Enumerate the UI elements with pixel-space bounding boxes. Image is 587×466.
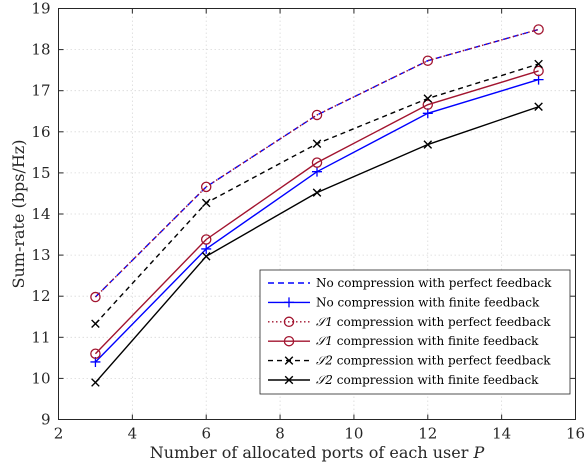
legend-label-text: No compression with perfect feedback: [316, 276, 552, 290]
data-point: [533, 24, 544, 35]
x-tick-label: 14: [492, 425, 511, 443]
legend-label-prefix: 𝒮1: [316, 315, 333, 329]
series-3: [90, 65, 544, 359]
data-point: [312, 166, 322, 177]
data-point: [90, 348, 101, 359]
x-tick-label: 6: [201, 425, 211, 443]
legend-swatch-marker: [283, 316, 295, 328]
legend-label-prefix: 𝒮1: [316, 334, 333, 348]
x-tick-label: 10: [344, 425, 363, 443]
legend-item: 𝒮2 compression with finite feedback: [268, 373, 539, 387]
y-tick-label: 12: [31, 287, 50, 305]
data-point: [312, 139, 322, 149]
data-point: [533, 65, 544, 77]
y-tick-label: 15: [31, 164, 50, 182]
legend: No compression with perfect feedback No c…: [259, 269, 571, 395]
data-point: [201, 198, 211, 208]
x-tick-label: 2: [54, 425, 64, 443]
legend-label: 𝒮1 compression with perfect feedback: [316, 315, 551, 329]
data-point: [311, 157, 323, 168]
series-4: [91, 59, 543, 329]
data-point: [422, 99, 434, 110]
data-point: [422, 108, 433, 119]
legend-label: 𝒮2 compression with finite feedback: [316, 373, 539, 387]
x-axis-title: Number of allocated ports of each user P: [150, 443, 485, 462]
legend-label: No compression with perfect feedback: [316, 276, 552, 290]
y-tick-label: 11: [31, 328, 50, 346]
data-point: [533, 74, 544, 85]
data-point: [423, 94, 433, 103]
data-point: [423, 140, 433, 149]
legend-label-text: compression with perfect feedback: [333, 354, 551, 368]
legend-item: 𝒮2 compression with perfect feedback: [268, 354, 551, 368]
series-line: [94, 70, 539, 355]
series-layer: [90, 24, 544, 387]
data-point: [534, 102, 543, 112]
y-tick-label: 10: [31, 369, 50, 387]
x-axis-symbol: P: [472, 443, 484, 462]
legend-swatch-marker: [283, 335, 295, 347]
data-point: [91, 319, 100, 329]
legend-label-text: compression with finite feedback: [333, 373, 539, 387]
data-point: [201, 243, 212, 254]
x-tick-label: 12: [418, 425, 437, 443]
legend-item: No compression with finite feedback: [268, 295, 540, 309]
y-tick-label: 19: [31, 0, 50, 18]
legend-item: No compression with perfect feedback: [268, 276, 552, 290]
y-tick-label: 17: [31, 82, 50, 100]
y-tick-label: 16: [31, 123, 50, 141]
series-5: [91, 102, 543, 387]
legend-item: 𝒮1 compression with perfect feedback: [268, 315, 551, 329]
data-point: [312, 188, 322, 197]
y-tick-label: 18: [31, 41, 50, 59]
x-tick-label: 4: [128, 425, 138, 443]
series-line: [94, 28, 539, 298]
data-point: [200, 234, 212, 245]
y-tick-label: 13: [31, 246, 50, 264]
data-point: [200, 181, 212, 193]
data-point: [201, 252, 211, 261]
data-point: [422, 55, 434, 66]
data-point: [311, 109, 323, 121]
legend-box: [259, 269, 571, 395]
y-tick-label: 9: [41, 411, 51, 429]
y-axis-title: Sum-rate (bps/Hz): [9, 140, 28, 289]
tick-labels: 2 4 6 8 10 12 14 16 9 10 11 12 13 14 15 16 17 18 19: [31, 0, 585, 443]
legend-swatch-marker: [284, 297, 294, 308]
legend-label-prefix: 𝒮2: [316, 354, 333, 368]
legend-swatch-marker: [284, 356, 294, 365]
legend-label: No compression with finite feedback: [316, 295, 540, 309]
legend-item: 𝒮1 compression with finite feedback: [268, 334, 539, 348]
legend-swatch-marker: [284, 375, 294, 385]
legend-label-text: No compression with finite feedback: [316, 295, 540, 309]
data-point: [90, 291, 101, 303]
data-point: [534, 59, 543, 69]
x-tick-label: 8: [275, 425, 285, 443]
legend-label-prefix: 𝒮2: [316, 373, 333, 387]
legend-label: 𝒮1 compression with finite feedback: [316, 334, 539, 348]
legend-label-text: compression with perfect feedback: [333, 315, 551, 329]
ticks: [58, 8, 576, 420]
y-tick-label: 14: [31, 205, 50, 223]
series-2: [90, 24, 544, 303]
data-point: [91, 378, 100, 387]
legend-label-text: compression with finite feedback: [333, 334, 539, 348]
series-1: [90, 74, 544, 367]
x-tick-label: 16: [566, 425, 585, 443]
legend-label: 𝒮2 compression with perfect feedback: [316, 354, 551, 368]
